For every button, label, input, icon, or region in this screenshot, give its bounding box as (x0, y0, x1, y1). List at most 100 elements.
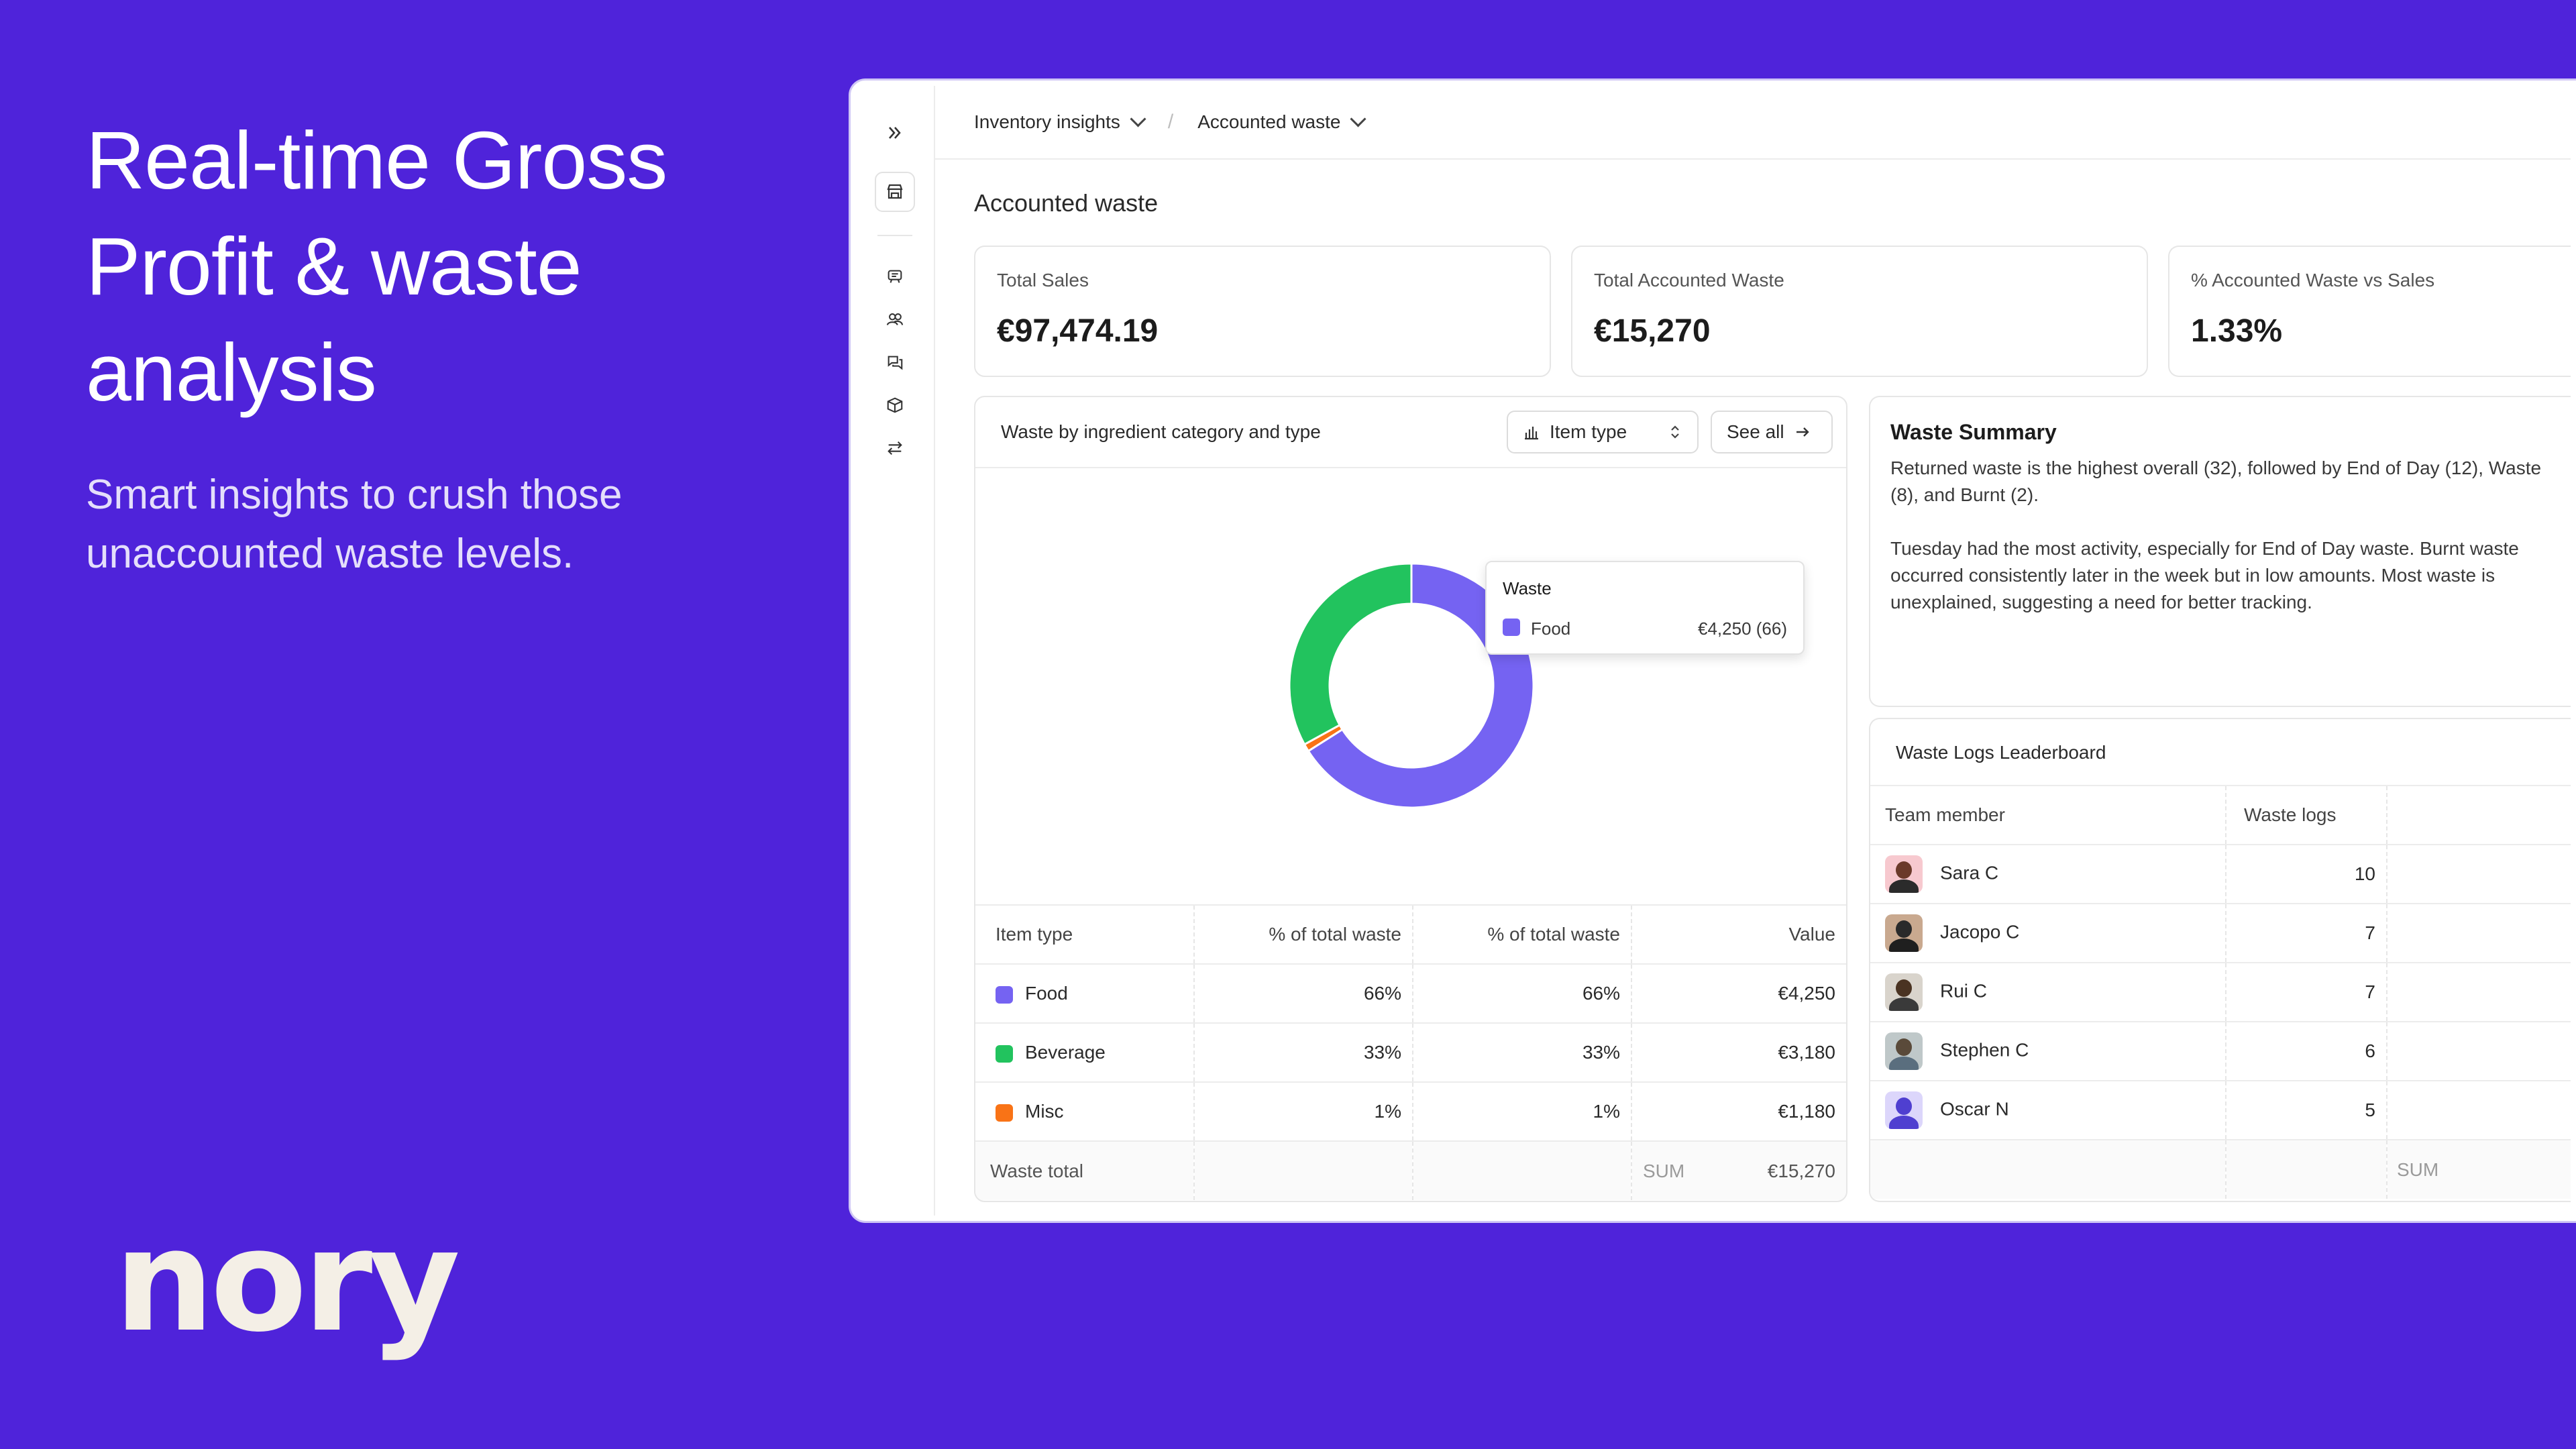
summary-paragraph: Tuesday had the most activity, especiall… (1890, 538, 2519, 612)
see-all-label: See all (1727, 421, 1784, 442)
store-icon[interactable] (875, 172, 915, 212)
pct-cell: 1% (1194, 1081, 1413, 1141)
value-cell: €1,180 (1631, 1081, 1846, 1141)
waste-table: Item type % of total waste % of total wa… (975, 904, 1846, 1200)
value-cell: €3,180 (1631, 1022, 1846, 1082)
expand-icon[interactable] (880, 118, 910, 148)
pct-cell: 66% (1413, 963, 1632, 1023)
column-header[interactable]: % of total waste (1413, 904, 1632, 964)
table-header-row: Item type % of total waste % of total wa… (975, 904, 1846, 964)
waste-summary-panel: Waste Summary Returned waste is the high… (1869, 396, 2571, 707)
waste-logs-leaderboard: Waste Logs Leaderboard Team member Waste… (1869, 718, 2571, 1202)
breadcrumb-second-label: Accounted waste (1197, 111, 1341, 132)
member-name: Sara C (1940, 862, 1999, 883)
waste-donut-chart[interactable] (1284, 558, 1539, 813)
leaderboard-title: Waste Logs Leaderboard (1896, 742, 2106, 763)
summary-paragraph: Returned waste is the highest overall (3… (1890, 458, 2542, 505)
avatar (1885, 855, 1923, 893)
pct-cell: 33% (1194, 1022, 1413, 1082)
category-name: Food (1025, 983, 1068, 1004)
table-row[interactable]: Food 66% 66% €4,250 (975, 963, 1846, 1023)
arrow-right-icon (1796, 427, 1809, 437)
avatar (1885, 914, 1923, 952)
team-icon[interactable] (880, 305, 910, 334)
summary-title: Waste Summary (1890, 420, 2057, 444)
table-row[interactable]: Stephen C 6 (1870, 1021, 2571, 1081)
total-value: €15,270 (1767, 1160, 1835, 1181)
stat-value: €15,270 (1594, 313, 1711, 349)
summary-text: Returned waste is the highest overall (3… (1890, 455, 2561, 643)
category-name: Beverage (1025, 1042, 1106, 1063)
table-row[interactable]: Rui C 7 (1870, 962, 2571, 1022)
column-header[interactable]: Team member (1870, 785, 2226, 845)
column-header[interactable]: Waste logs (2226, 785, 2387, 845)
column-header[interactable]: Lo (2387, 785, 2571, 845)
top-bar: Inventory insights / Accounted waste (934, 86, 2571, 160)
category-swatch (996, 1044, 1013, 1063)
stat-value: 1.33% (2191, 313, 2283, 349)
chevron-down-icon (1130, 110, 1146, 127)
category-swatch (996, 985, 1013, 1004)
avatar (1885, 1032, 1923, 1070)
sum-label: SUM (2397, 1159, 2439, 1180)
table-row[interactable]: Beverage 33% 33% €3,180 (975, 1022, 1846, 1082)
stat-value: €97,474.19 (997, 313, 1159, 349)
waste-logs-cell: 7 (2226, 962, 2387, 1022)
member-name: Jacopo C (1940, 921, 2020, 943)
table-total-row: SUM (1870, 1139, 2571, 1199)
waste-logs-cell: 7 (2226, 903, 2387, 963)
package-icon[interactable] (880, 390, 910, 420)
side-rail (856, 86, 935, 1216)
stat-label: % Accounted Waste vs Sales (2191, 270, 2435, 290)
chat-icon[interactable] (880, 347, 910, 377)
page-title: Accounted waste (974, 189, 1159, 217)
column-header[interactable]: Item type (975, 904, 1195, 964)
see-all-button[interactable]: See all (1711, 411, 1833, 453)
chevron-up-down-icon (1671, 425, 1679, 439)
leaderboard-header: Waste Logs Leaderboard (1870, 719, 2571, 786)
column-header[interactable]: % of total waste (1194, 904, 1413, 964)
main-content: Accounted waste Total Sales €97,474.19 T… (934, 160, 2571, 1216)
table-row[interactable]: Oscar N 5 (1870, 1080, 2571, 1140)
value-cell: €4,250 (1631, 963, 1846, 1023)
member-name: Oscar N (1940, 1098, 2009, 1120)
bar-chart-icon (1525, 427, 1538, 440)
stat-card-waste-vs-sales: % Accounted Waste vs Sales 1.33% (2168, 246, 2571, 377)
avatar (1885, 973, 1923, 1011)
pct-cell: 1% (1413, 1081, 1632, 1141)
waste-by-category-panel: Waste by ingredient category and type It… (974, 396, 1847, 1202)
table-total-row: Waste total SUM €15,270 (975, 1140, 1846, 1200)
table-row[interactable]: Sara C 10 (1870, 844, 2571, 904)
breadcrumb-accounted-waste[interactable]: Accounted waste (1197, 110, 1367, 133)
member-name: Rui C (1940, 980, 1988, 1002)
hero-subtitle: Smart insights to crush those unaccounte… (86, 472, 623, 577)
leaderboard-table: Team member Waste logs Lo Sara C 10 Jaco… (1870, 785, 2571, 1199)
pct-cell: 66% (1194, 963, 1413, 1023)
tooltip-swatch (1503, 619, 1520, 636)
hero-title: Real-time Gross Profit & waste analysis (86, 115, 667, 418)
item-type-label: Item type (1550, 421, 1627, 442)
total-label: Waste total (975, 1140, 1195, 1200)
panel-title: Waste by ingredient category and type (1001, 421, 1321, 442)
chart-tooltip: Waste Food €4,250 (66) (1485, 561, 1805, 655)
table-header-row: Team member Waste logs Lo (1870, 785, 2571, 845)
member-name: Stephen C (1940, 1039, 2029, 1061)
breadcrumb-inventory-insights[interactable]: Inventory insights (974, 110, 1146, 133)
stat-card-total-sales: Total Sales €97,474.19 (974, 246, 1551, 377)
table-row[interactable]: Jacopo C 7 (1870, 903, 2571, 963)
sum-label: SUM (1643, 1160, 1685, 1181)
stat-label: Total Sales (997, 270, 1089, 290)
transfer-icon[interactable] (880, 433, 910, 463)
donut-slice-beverage[interactable] (1288, 562, 1413, 746)
breadcrumb-first-label: Inventory insights (974, 111, 1120, 132)
tooltip-title: Waste (1503, 578, 1552, 598)
panel-header: Waste by ingredient category and type It… (975, 397, 1846, 468)
waste-logs-cell: 5 (2226, 1080, 2387, 1140)
table-row[interactable]: Misc 1% 1% €1,180 (975, 1081, 1846, 1141)
pct-cell: 33% (1413, 1022, 1632, 1082)
item-type-select[interactable]: Item type (1507, 411, 1699, 453)
receipt-icon[interactable] (880, 262, 910, 291)
column-header[interactable]: Value (1631, 904, 1846, 964)
stat-card-total-waste: Total Accounted Waste €15,270 (1571, 246, 2148, 377)
avatar (1885, 1091, 1923, 1129)
